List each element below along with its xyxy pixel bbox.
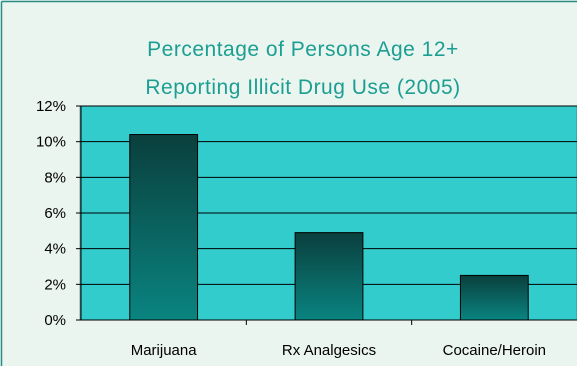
x-axis-tick-label: Rx Analgesics — [282, 342, 376, 359]
y-axis-tick-label: 0% — [44, 312, 66, 329]
y-axis-tick-label: 4% — [44, 241, 66, 258]
y-axis-tick-label: 6% — [44, 205, 66, 222]
y-axis-tick-labels: 0% 2% 4% 6% 8% 10% 12% — [36, 98, 66, 329]
chart-title-line-2: Reporting Illicit Drug Use (2005) — [145, 76, 460, 99]
y-axis-tick-label: 2% — [44, 276, 66, 293]
bars — [129, 134, 529, 321]
bar-marijuana — [129, 134, 199, 321]
y-axis-tick-label: 12% — [36, 98, 66, 115]
x-axis-tick-labels: Marijuana Rx Analgesics Cocaine/Heroin — [131, 342, 546, 359]
x-axis-tick-label: Marijuana — [131, 342, 198, 359]
chart-title-line-1: Percentage of Persons Age 12+ — [147, 38, 459, 61]
y-axis-tick-label: 10% — [36, 134, 66, 151]
axes — [76, 105, 577, 325]
bar-rx-analgesics — [294, 232, 364, 321]
y-axis-tick-label: 8% — [44, 169, 66, 186]
x-axis-tick-label: Cocaine/Heroin — [443, 342, 546, 359]
bar-cocaine-heroin — [459, 274, 529, 321]
